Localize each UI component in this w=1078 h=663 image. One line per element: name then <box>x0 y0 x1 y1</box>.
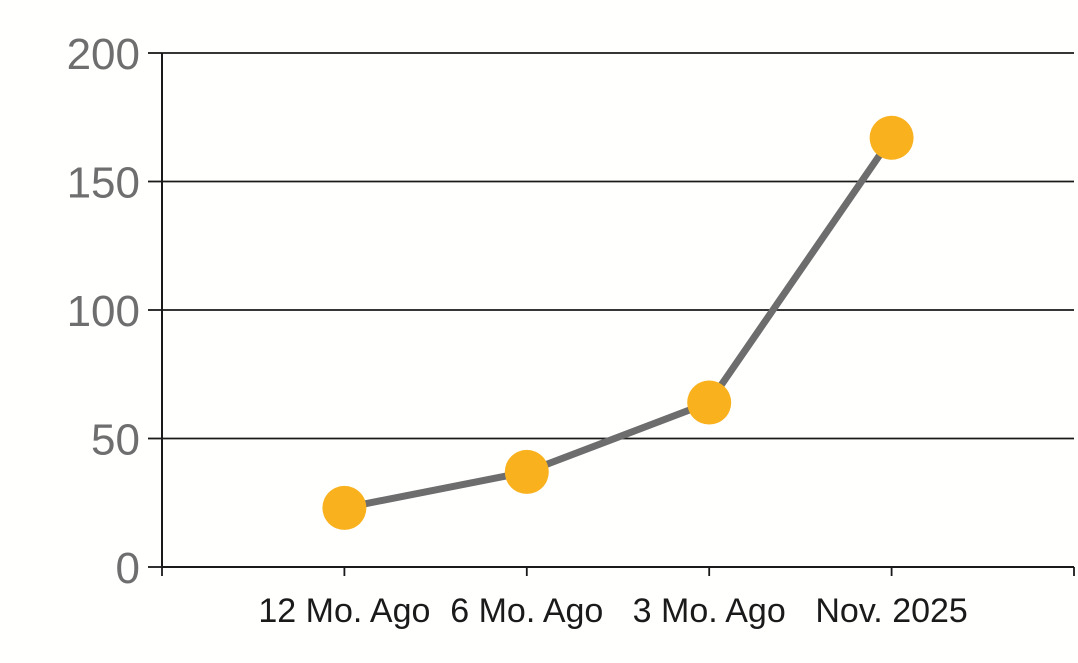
y-axis-tick-label: 200 <box>67 30 140 79</box>
y-axis-tick-label: 50 <box>91 415 140 464</box>
axis-labels-group: 0 50 100 150 200 12 Mo. Ago 6 Mo. Ago 3 Mo. Ago… <box>67 30 968 630</box>
y-axis-tick-label: 150 <box>67 158 140 207</box>
x-axis-label: Nov. 2025 <box>815 592 967 630</box>
x-axis-label: 12 Mo. Ago <box>258 592 430 630</box>
x-axis-label: 6 Mo. Ago <box>450 592 603 630</box>
y-axis-tick-label: 100 <box>67 287 140 336</box>
data-point-marker <box>504 449 549 494</box>
series-line <box>340 134 896 512</box>
data-point-marker <box>687 380 732 425</box>
axes-group <box>148 52 1075 576</box>
gridlines-group <box>162 52 1074 440</box>
data-point-marker <box>322 485 367 530</box>
series-group <box>322 115 914 530</box>
x-axis-label: 3 Mo. Ago <box>633 592 786 630</box>
y-axis-tick-label: 0 <box>116 544 140 593</box>
data-point-marker <box>869 115 914 160</box>
